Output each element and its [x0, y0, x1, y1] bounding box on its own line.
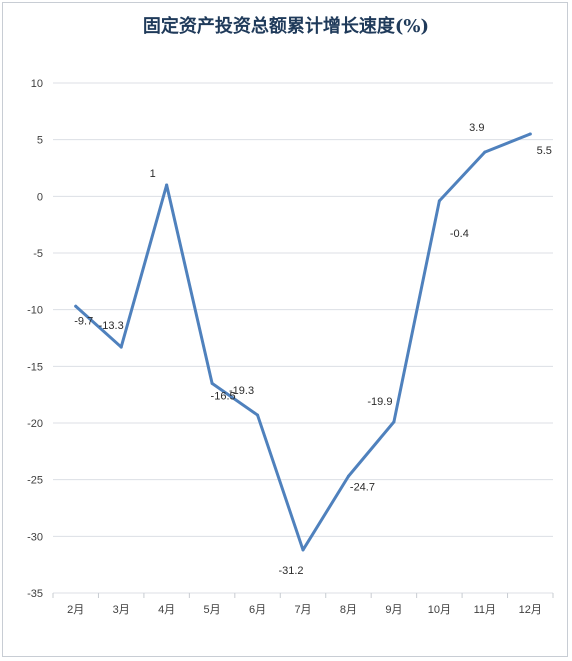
- data-label: -9.7: [74, 315, 93, 327]
- x-tick-label: 10月: [428, 604, 451, 616]
- data-point: [437, 199, 441, 203]
- y-tick-label: -30: [27, 531, 43, 543]
- y-tick-label: 5: [37, 135, 43, 147]
- data-label: 5.5: [537, 145, 552, 157]
- data-point: [210, 381, 214, 385]
- chart-title: 固定资产投资总额累计增长速度(%): [142, 16, 430, 37]
- y-tick-label: -15: [27, 361, 43, 373]
- x-tick-label: 5月: [204, 604, 221, 616]
- y-tick-label: -20: [27, 418, 43, 430]
- x-tick-label: 8月: [340, 604, 357, 616]
- data-point: [301, 548, 305, 552]
- y-tick-label: -5: [33, 248, 43, 260]
- data-label: 3.9: [469, 122, 484, 134]
- data-point: [392, 420, 396, 424]
- data-point: [74, 304, 78, 308]
- y-tick-label: -25: [27, 475, 43, 487]
- data-label: -24.7: [350, 481, 375, 493]
- y-tick-label: 0: [37, 191, 43, 203]
- data-label: -19.9: [367, 396, 392, 408]
- data-point: [483, 150, 487, 154]
- x-tick-label: 11月: [474, 604, 496, 616]
- data-point: [165, 183, 169, 187]
- x-tick-label: 12月: [519, 604, 542, 616]
- data-point: [256, 413, 260, 417]
- data-point: [528, 132, 532, 136]
- y-tick-label: -35: [27, 588, 43, 600]
- y-tick-label: 10: [31, 78, 43, 90]
- data-point: [346, 474, 350, 478]
- x-tick-label: 6月: [249, 604, 266, 616]
- x-tick-label: 7月: [294, 604, 311, 616]
- data-label: -31.2: [278, 565, 303, 577]
- data-label: -19.3: [229, 385, 254, 397]
- data-label: 1: [150, 168, 156, 180]
- data-label: -13.3: [99, 320, 124, 332]
- x-tick-label: 9月: [385, 604, 402, 616]
- x-tick-label: 4月: [158, 604, 175, 616]
- data-point: [119, 345, 123, 349]
- x-tick-label: 2月: [67, 604, 84, 616]
- data-label: -0.4: [450, 228, 469, 240]
- y-tick-label: -10: [27, 305, 43, 317]
- data-label: -16.5: [211, 390, 236, 402]
- x-tick-label: 3月: [113, 604, 130, 616]
